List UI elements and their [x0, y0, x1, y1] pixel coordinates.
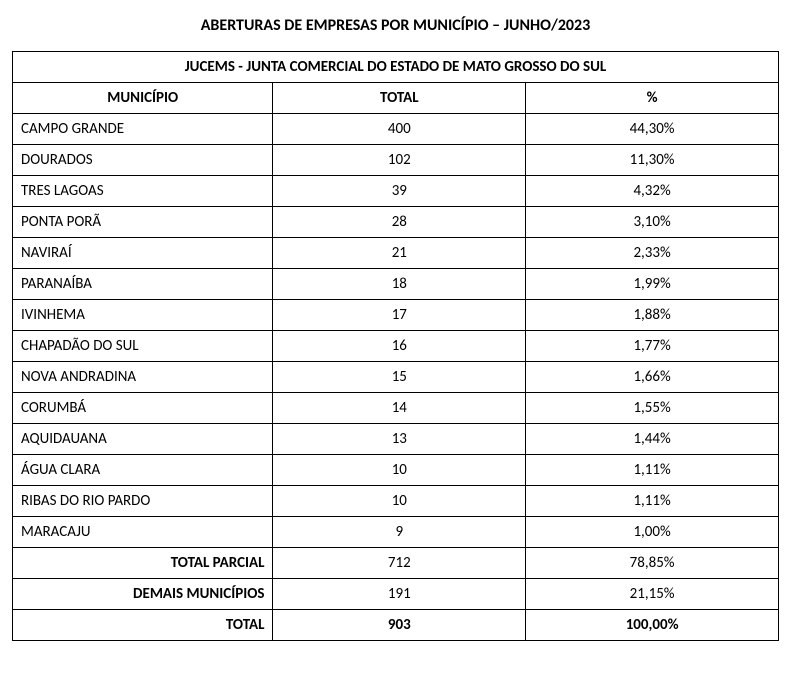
page-title: ABERTURAS DE EMPRESAS POR MUNICÍPIO – JU… — [12, 16, 779, 35]
cell-municipio: AQUIDAUANA — [13, 424, 273, 455]
cell-total: 10 — [273, 455, 526, 486]
table-row: NOVA ANDRADINA151,66% — [13, 362, 779, 393]
col-header-pct: % — [526, 83, 779, 114]
col-header-municipio: MUNICÍPIO — [13, 83, 273, 114]
col-header-total: TOTAL — [273, 83, 526, 114]
cell-pct: 1,77% — [526, 331, 779, 362]
table-row: TRES LAGOAS394,32% — [13, 176, 779, 207]
partial-label: TOTAL PARCIAL — [13, 548, 273, 579]
cell-pct: 1,00% — [526, 517, 779, 548]
cell-total: 39 — [273, 176, 526, 207]
cell-pct: 1,66% — [526, 362, 779, 393]
cell-pct: 2,33% — [526, 238, 779, 269]
table-row: RIBAS DO RIO PARDO101,11% — [13, 486, 779, 517]
cell-municipio: CHAPADÃO DO SUL — [13, 331, 273, 362]
table-row: ÁGUA CLARA101,11% — [13, 455, 779, 486]
data-table: JUCEMS - JUNTA COMERCIAL DO ESTADO DE MA… — [12, 51, 779, 641]
cell-municipio: NOVA ANDRADINA — [13, 362, 273, 393]
cell-total: 400 — [273, 114, 526, 145]
grand-total-row: TOTAL 903 100,00% — [13, 610, 779, 641]
cell-pct: 1,99% — [526, 269, 779, 300]
cell-municipio: RIBAS DO RIO PARDO — [13, 486, 273, 517]
grand-total: 903 — [273, 610, 526, 641]
cell-pct: 1,11% — [526, 486, 779, 517]
cell-municipio: TRES LAGOAS — [13, 176, 273, 207]
table-row: NAVIRAÍ212,33% — [13, 238, 779, 269]
others-total: 191 — [273, 579, 526, 610]
cell-total: 10 — [273, 486, 526, 517]
partial-total-row: TOTAL PARCIAL 712 78,85% — [13, 548, 779, 579]
cell-pct: 1,11% — [526, 455, 779, 486]
table-row: CAMPO GRANDE40044,30% — [13, 114, 779, 145]
cell-municipio: PONTA PORÃ — [13, 207, 273, 238]
grand-label: TOTAL — [13, 610, 273, 641]
cell-total: 9 — [273, 517, 526, 548]
cell-municipio: IVINHEMA — [13, 300, 273, 331]
cell-total: 14 — [273, 393, 526, 424]
table-row: PARANAÍBA181,99% — [13, 269, 779, 300]
cell-pct: 1,44% — [526, 424, 779, 455]
cell-pct: 11,30% — [526, 145, 779, 176]
cell-municipio: MARACAJU — [13, 517, 273, 548]
others-row: DEMAIS MUNICÍPIOS 191 21,15% — [13, 579, 779, 610]
partial-total: 712 — [273, 548, 526, 579]
cell-pct: 44,30% — [526, 114, 779, 145]
table-row: CORUMBÁ141,55% — [13, 393, 779, 424]
cell-total: 16 — [273, 331, 526, 362]
cell-municipio: NAVIRAÍ — [13, 238, 273, 269]
grand-pct: 100,00% — [526, 610, 779, 641]
table-row: CHAPADÃO DO SUL161,77% — [13, 331, 779, 362]
cell-total: 18 — [273, 269, 526, 300]
cell-municipio: CAMPO GRANDE — [13, 114, 273, 145]
cell-municipio: PARANAÍBA — [13, 269, 273, 300]
cell-total: 102 — [273, 145, 526, 176]
cell-municipio: ÁGUA CLARA — [13, 455, 273, 486]
others-label: DEMAIS MUNICÍPIOS — [13, 579, 273, 610]
cell-pct: 1,55% — [526, 393, 779, 424]
table-row: AQUIDAUANA131,44% — [13, 424, 779, 455]
cell-pct: 4,32% — [526, 176, 779, 207]
partial-pct: 78,85% — [526, 548, 779, 579]
org-row: JUCEMS - JUNTA COMERCIAL DO ESTADO DE MA… — [13, 52, 779, 83]
table-row: PONTA PORÃ283,10% — [13, 207, 779, 238]
cell-municipio: CORUMBÁ — [13, 393, 273, 424]
cell-pct: 3,10% — [526, 207, 779, 238]
cell-total: 21 — [273, 238, 526, 269]
cell-pct: 1,88% — [526, 300, 779, 331]
header-row: MUNICÍPIO TOTAL % — [13, 83, 779, 114]
table-row: DOURADOS10211,30% — [13, 145, 779, 176]
table-row: MARACAJU91,00% — [13, 517, 779, 548]
cell-total: 17 — [273, 300, 526, 331]
table-row: IVINHEMA171,88% — [13, 300, 779, 331]
cell-municipio: DOURADOS — [13, 145, 273, 176]
org-name: JUCEMS - JUNTA COMERCIAL DO ESTADO DE MA… — [13, 52, 779, 83]
cell-total: 28 — [273, 207, 526, 238]
cell-total: 13 — [273, 424, 526, 455]
others-pct: 21,15% — [526, 579, 779, 610]
cell-total: 15 — [273, 362, 526, 393]
